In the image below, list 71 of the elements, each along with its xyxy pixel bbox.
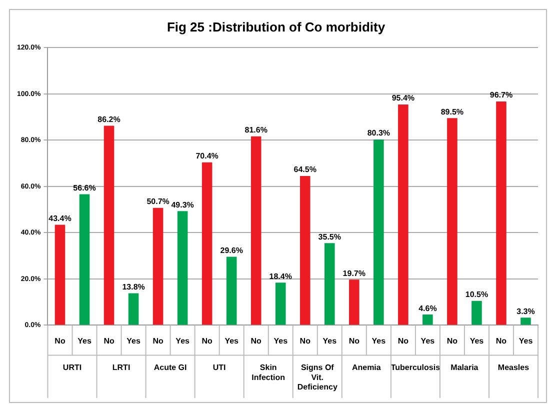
data-label: 49.3% xyxy=(171,200,194,210)
bar xyxy=(275,282,286,325)
bar xyxy=(300,176,310,325)
data-label: 18.4% xyxy=(269,272,292,281)
data-label: 35.5% xyxy=(318,232,341,242)
bar xyxy=(447,118,458,325)
text: Yes xyxy=(470,336,484,346)
data-label: 64.5% xyxy=(294,165,316,174)
x-tick-label: Measles xyxy=(498,363,530,372)
data-label: 13.8% xyxy=(122,282,145,292)
text: Yes xyxy=(518,336,533,346)
x-tick-label: Malaria xyxy=(450,363,479,372)
text: Yes xyxy=(420,336,435,346)
data-label: 4.6% xyxy=(418,304,437,313)
text: Yes xyxy=(78,336,92,346)
x-tick-label: URTI xyxy=(62,363,82,372)
data-label: 29.6% xyxy=(220,246,243,255)
text: No xyxy=(398,336,409,346)
x-tick-label: Anemia xyxy=(352,363,382,372)
bar xyxy=(422,314,433,325)
x-tick-label: Acute GI xyxy=(154,363,187,372)
x-tick-label: UTI xyxy=(212,363,226,372)
text: Yes xyxy=(372,336,386,346)
data-label: 3.3% xyxy=(516,306,535,316)
data-label: 86.2% xyxy=(98,114,120,124)
x-tick-label: Tuberculosis xyxy=(390,363,441,372)
bar xyxy=(226,256,237,325)
bar xyxy=(398,104,408,325)
bar xyxy=(250,136,262,325)
x-tick-label: LRTI xyxy=(112,363,130,372)
chart-title: Fig 25 :Distribution of Co morbidity xyxy=(166,19,386,34)
series-label: Yes xyxy=(126,336,141,346)
data-label: 81.6% xyxy=(244,126,268,135)
bar xyxy=(177,211,188,325)
bar xyxy=(152,208,164,325)
text: Yes xyxy=(322,336,337,346)
data-label: 95.4% xyxy=(392,94,415,103)
text: Yes xyxy=(224,336,238,346)
data-label: 10.5% xyxy=(465,290,488,300)
bar xyxy=(374,139,384,325)
text: No xyxy=(250,336,262,346)
data-label: 43.4% xyxy=(48,214,72,224)
text: Yes xyxy=(176,336,190,346)
bar xyxy=(472,300,482,325)
bar xyxy=(520,318,531,325)
bar xyxy=(79,194,90,325)
x-tick-label: Skin Infection xyxy=(252,363,286,382)
data-label: 70.4% xyxy=(196,152,218,161)
bar xyxy=(128,293,139,325)
text: No xyxy=(152,336,164,346)
data-label: 56.6% xyxy=(73,183,96,192)
bar xyxy=(349,280,360,325)
bar xyxy=(324,243,335,325)
bar xyxy=(104,126,114,325)
data-label: 89.5% xyxy=(440,107,464,116)
data-label: 19.7% xyxy=(342,268,366,278)
text: No xyxy=(300,336,310,346)
series-label: No xyxy=(104,336,114,346)
text: No xyxy=(202,336,212,346)
text: No xyxy=(54,336,66,346)
data-label: 50.7% xyxy=(146,197,170,206)
data-label: 80.3% xyxy=(367,128,390,138)
bar xyxy=(54,224,66,325)
x-tick-label: Signs Of Vit. Deficiency xyxy=(297,363,338,392)
text: No xyxy=(348,336,360,346)
text: No xyxy=(446,336,458,346)
text: No xyxy=(496,336,507,346)
data-label: 96.7% xyxy=(490,90,513,100)
bar xyxy=(496,102,506,325)
text: Yes xyxy=(274,336,288,346)
bar xyxy=(202,162,212,325)
